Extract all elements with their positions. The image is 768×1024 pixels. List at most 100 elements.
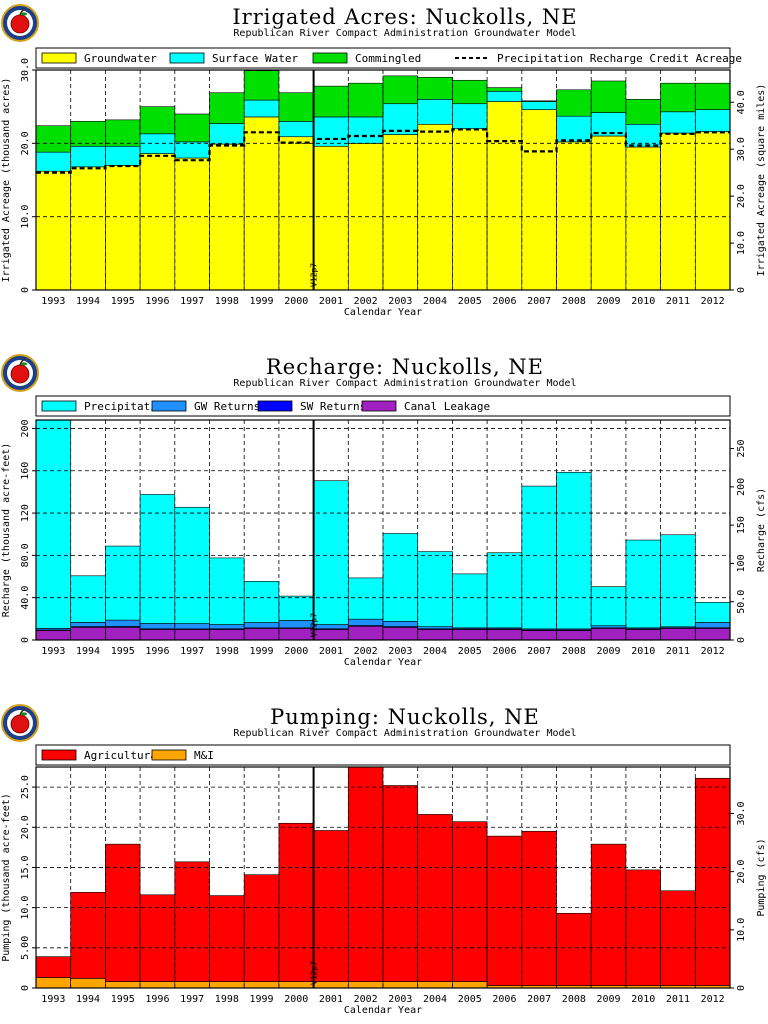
x-tick-label: 2011	[666, 994, 690, 1005]
bar-segment	[209, 981, 245, 989]
bar-segment	[105, 165, 141, 291]
y2-tick-label: 200	[736, 478, 747, 496]
x-tick-label: 1999	[250, 646, 274, 657]
bar-segment	[452, 629, 488, 641]
y2-axis-label: Irrigated Acreage (square miles)	[756, 84, 767, 277]
chart-title: Pumping: Nuckolls, NE	[270, 705, 540, 729]
bar-segment	[417, 626, 453, 630]
bar-segment	[347, 82, 384, 118]
y-tick-label: 20.0	[20, 815, 31, 839]
y2-tick-label: 50.0	[736, 590, 747, 614]
x-tick-label: 2002	[354, 994, 378, 1005]
bar-segment	[174, 113, 210, 143]
y-axis-label: Recharge (thousand acre-feet)	[1, 443, 12, 618]
logo-leaf	[21, 362, 27, 366]
bar-segment	[486, 629, 523, 641]
plot-frame	[35, 419, 731, 641]
bar-segment	[486, 552, 523, 629]
legend-swatch	[151, 749, 187, 761]
bar-segment	[313, 85, 349, 118]
logo-stem	[19, 8, 26, 16]
bar-segment	[556, 115, 592, 143]
chart-panel-1: Irrigated Acres: Nuckolls, NERepublican …	[1, 4, 767, 318]
x-tick-label: 1995	[111, 296, 135, 307]
bar-segment	[556, 89, 592, 117]
legend-entry: Canal Leakage	[404, 400, 490, 413]
x-tick-label: 2011	[666, 296, 690, 307]
legend-swatch	[151, 400, 187, 412]
bar-segment	[660, 132, 696, 291]
bar-segment	[347, 618, 384, 626]
y2-axis-label: Pumping (cfs)	[756, 838, 767, 916]
bar-segment	[521, 100, 557, 102]
bar-segment	[486, 87, 523, 92]
y-tick-label: 5.00	[20, 936, 31, 960]
bar-segment	[625, 99, 661, 125]
y-axis-label: Pumping (thousand acre-feet)	[1, 793, 12, 962]
x-tick-label: 2004	[423, 296, 447, 307]
bar-segment	[105, 843, 141, 982]
bar-segment	[347, 577, 384, 620]
y2-axis-label: Recharge (cfs)	[756, 488, 767, 572]
x-tick-label: 1994	[76, 646, 100, 657]
y-tick-label: 0	[20, 637, 31, 643]
bar-segment	[556, 912, 592, 986]
logo-leaf	[21, 712, 27, 716]
bar-segment	[382, 627, 419, 641]
bar-segment	[382, 785, 419, 982]
bar-segment	[452, 981, 488, 989]
x-tick-label: 2002	[354, 296, 378, 307]
x-tick-label: 1994	[76, 994, 100, 1005]
x-tick-label: 2001	[319, 994, 343, 1005]
x-tick-label: 2003	[388, 646, 412, 657]
bar-segment	[694, 628, 731, 641]
chart-subtitle: Republican River Compact Administration …	[233, 28, 576, 39]
bar-segment	[590, 586, 627, 627]
bar-segment	[521, 830, 557, 986]
y2-tick-label: 150	[736, 516, 747, 534]
x-tick-label: 1998	[215, 646, 239, 657]
y-tick-label: 10.0	[20, 896, 31, 920]
x-tick-label: 2000	[284, 994, 308, 1005]
bar-segment	[139, 494, 176, 624]
y-tick-label: 40.0	[20, 586, 31, 610]
y2-tick-label: 250	[736, 440, 747, 458]
x-tick-label: 2012	[701, 646, 725, 657]
x-tick-label: 1997	[180, 646, 204, 657]
bar-segment	[347, 981, 384, 989]
bar-segment	[243, 981, 280, 989]
y-tick-label: 10.0	[20, 205, 31, 229]
x-tick-label: 1993	[41, 994, 65, 1005]
x-tick-label: 2010	[631, 296, 655, 307]
bar-segment	[35, 419, 72, 629]
bar-segment	[486, 835, 523, 986]
x-tick-label: 2007	[527, 646, 551, 657]
bar-segment	[382, 75, 419, 105]
bar-segment	[243, 580, 280, 623]
y2-tick-label: 100	[736, 554, 747, 572]
bar-segment	[209, 123, 245, 145]
x-tick-label: 1996	[145, 994, 169, 1005]
bar-segment	[452, 128, 488, 291]
bar-segment	[521, 630, 557, 641]
legend-entry: M&I	[194, 749, 214, 762]
bar-segment	[521, 101, 557, 110]
x-tick-label: 2005	[458, 646, 482, 657]
bar-segment	[70, 978, 106, 989]
y2-tick-label: 10.0	[736, 231, 747, 255]
bar-segment	[590, 628, 627, 641]
bar-segment	[35, 956, 72, 978]
bar-segment	[313, 981, 349, 989]
x-tick-label: 2001	[319, 296, 343, 307]
legend-swatch	[41, 749, 77, 761]
bar-segment	[590, 843, 627, 986]
bar-segment	[70, 627, 106, 641]
version-label: V12p7	[310, 613, 319, 637]
bar-segment	[243, 874, 280, 982]
bar-segment	[694, 602, 731, 623]
bar-segment	[105, 627, 141, 641]
bar-segment	[660, 534, 696, 628]
x-tick-label: 2007	[527, 994, 551, 1005]
version-label: V12p7	[310, 961, 319, 985]
